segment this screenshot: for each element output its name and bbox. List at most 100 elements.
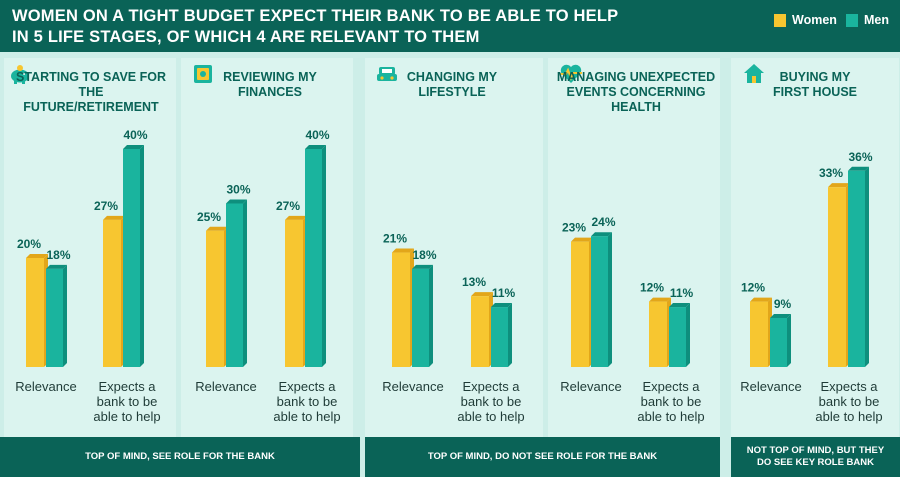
bar-women-p1-c2 <box>103 219 121 367</box>
bar-women-p1-c1-top <box>26 254 48 258</box>
bar-men-p4-c1 <box>591 236 608 367</box>
bar-men-p4-c1-side <box>608 232 612 367</box>
legend-women-swatch <box>774 13 786 27</box>
bar-men-p1-c2-top <box>123 145 144 149</box>
value-label-women-p2-c1: 25% <box>197 210 221 224</box>
bar-women-p3-c1-top <box>392 248 414 253</box>
bar-women-p2-c2-top <box>285 215 307 220</box>
heartbeat-icon <box>560 64 582 83</box>
footer-label-1: TOP OF MIND, SEE ROLE FOR THE BANK <box>85 451 275 462</box>
value-label-men-p4-c1: 24% <box>591 215 615 229</box>
bar-women-p2-c1 <box>206 230 224 367</box>
bar-women-p5-c1-top <box>750 297 772 302</box>
bar-men-p5-c2-top <box>848 166 869 171</box>
value-label-men-p4-c2: 11% <box>670 286 694 300</box>
bar-men-p2-c2 <box>305 149 322 367</box>
value-label-women-p1-c2: 27% <box>94 199 118 213</box>
bar-men-p2-c2-side <box>322 145 326 367</box>
bar-men-p2-c1-top <box>226 199 247 204</box>
bar-women-p5-c2 <box>828 187 846 367</box>
chart-title-line-2: IN 5 LIFE STAGES, OF WHICH 4 ARE RELEVAN… <box>12 28 480 46</box>
value-label-men-p5-c1: 9% <box>774 297 792 311</box>
category-label-p1-c2: Expects a bank to be able to help <box>93 379 160 424</box>
panel-title-reviewing-finances: REVIEWING MY FINANCES <box>223 70 317 99</box>
panel-starting-to-save <box>4 58 176 437</box>
bar-men-p4-c2-side <box>686 303 690 367</box>
safe-icon <box>194 65 212 83</box>
panel-title-starting-to-save: STARTING TO SAVE FOR THE FUTURE/RETIREME… <box>16 70 167 114</box>
legend-women: Women <box>774 13 837 27</box>
value-label-women-p5-c2: 33% <box>819 166 843 180</box>
bar-men-p3-c1 <box>412 268 429 367</box>
house-icon <box>744 64 764 83</box>
bar-women-p3-c1 <box>392 252 410 367</box>
bar-women-p1-c1 <box>26 258 44 367</box>
value-label-women-p3-c2: 13% <box>462 275 486 289</box>
category-label-p2-c2: Expects a bank to be able to help <box>273 379 340 424</box>
bar-men-p1-c1 <box>46 268 63 367</box>
panel-title-buying-house: BUYING MY FIRST HOUSE <box>772 70 858 99</box>
footer-top-of-mind-no-role: TOP OF MIND, DO NOT SEE ROLE FOR THE BAN… <box>365 437 720 477</box>
panel-title-managing-health: MANAGING UNEXPECTED EVENTS CONCERNING HE… <box>556 70 716 114</box>
category-label-p4-c1: Relevance <box>560 379 621 394</box>
bar-men-p4-c2-top <box>669 303 690 308</box>
chart-title: WOMEN ON A TIGHT BUDGET EXPECT THEIR BAN… <box>12 6 652 48</box>
bar-chart: 20% 18% Relevance 27% 40% Expects a bank to be… <box>15 128 882 424</box>
chart-panels: STARTING TO SAVE FOR THE FUTURE/RETIREME… <box>0 52 900 437</box>
legend-men: Men <box>846 13 889 27</box>
value-label-women-p1-c1: 20% <box>17 237 41 251</box>
footer-top-of-mind-see-role: TOP OF MIND, SEE ROLE FOR THE BANK <box>0 437 360 477</box>
bar-men-p4-c1-top <box>591 232 612 237</box>
category-label-p3-c1: Relevance <box>382 379 443 394</box>
legend-women-label: Women <box>792 13 837 27</box>
bar-men-p3-c1-side <box>429 264 433 367</box>
legend-men-swatch <box>846 13 858 27</box>
bar-men-p1-c1-side <box>63 264 67 367</box>
footer-not-top-of-mind: NOT TOP OF MIND, BUT THEY DO SEE KEY ROL… <box>731 437 900 477</box>
bar-men-p1-c2 <box>123 149 140 367</box>
chart-title-line-1: WOMEN ON A TIGHT BUDGET EXPECT THEIR BAN… <box>12 7 619 25</box>
bar-men-p3-c2-top <box>491 303 512 308</box>
bar-men-p5-c2-side <box>865 166 869 367</box>
bar-women-p4-c1-top <box>571 237 593 242</box>
bar-women-p5-c1 <box>750 301 768 367</box>
piggy-bank-icon <box>11 65 29 84</box>
category-label-p5-c1: Relevance <box>740 379 801 394</box>
bar-women-p1-c2-top <box>103 215 125 220</box>
bar-men-p4-c2 <box>669 307 686 367</box>
bar-women-p4-c1 <box>571 241 589 367</box>
bar-men-p2-c1-side <box>243 199 247 367</box>
bar-men-p1-c1-top <box>46 264 67 269</box>
bar-women-p3-c2-top <box>471 292 493 297</box>
bar-women-p4-c2 <box>649 301 667 367</box>
category-label-p3-c2: Expects a bank to be able to help <box>457 379 524 424</box>
panel-changing-lifestyle <box>365 58 543 437</box>
value-label-men-p5-c2: 36% <box>848 150 872 164</box>
bar-men-p2-c1 <box>226 203 243 367</box>
value-label-men-p2-c1: 30% <box>226 183 250 197</box>
value-label-women-p4-c2: 12% <box>640 281 664 295</box>
value-label-men-p2-c2: 40% <box>305 128 329 142</box>
value-label-men-p1-c1: 18% <box>46 248 70 262</box>
bar-men-p1-c2-side <box>140 145 144 367</box>
bar-women-p4-c2-top <box>649 297 671 302</box>
value-label-women-p5-c1: 12% <box>741 281 765 295</box>
bar-men-p2-c2-top <box>305 145 326 149</box>
category-label-p1-c1: Relevance <box>15 379 76 394</box>
car-icon <box>377 67 397 81</box>
panel-title-changing-lifestyle: CHANGING MY LIFESTYLE <box>406 70 498 99</box>
bar-men-p5-c2 <box>848 170 865 367</box>
bar-women-p2-c1-top <box>206 226 228 231</box>
bar-men-p3-c2 <box>491 307 508 367</box>
bar-men-p5-c1-top <box>770 313 791 318</box>
value-label-men-p3-c1: 18% <box>412 248 436 262</box>
category-label-p2-c1: Relevance <box>195 379 256 394</box>
category-label-p4-c2: Expects a bank to be able to help <box>637 379 704 424</box>
bar-women-p5-c2-top <box>828 183 850 188</box>
bar-women-p2-c2 <box>285 219 303 367</box>
value-label-men-p3-c2: 11% <box>492 286 516 300</box>
value-label-women-p2-c2: 27% <box>276 199 300 213</box>
value-label-men-p1-c2: 40% <box>123 128 147 142</box>
bar-women-p3-c2 <box>471 296 489 367</box>
value-label-women-p4-c1: 23% <box>562 221 586 235</box>
